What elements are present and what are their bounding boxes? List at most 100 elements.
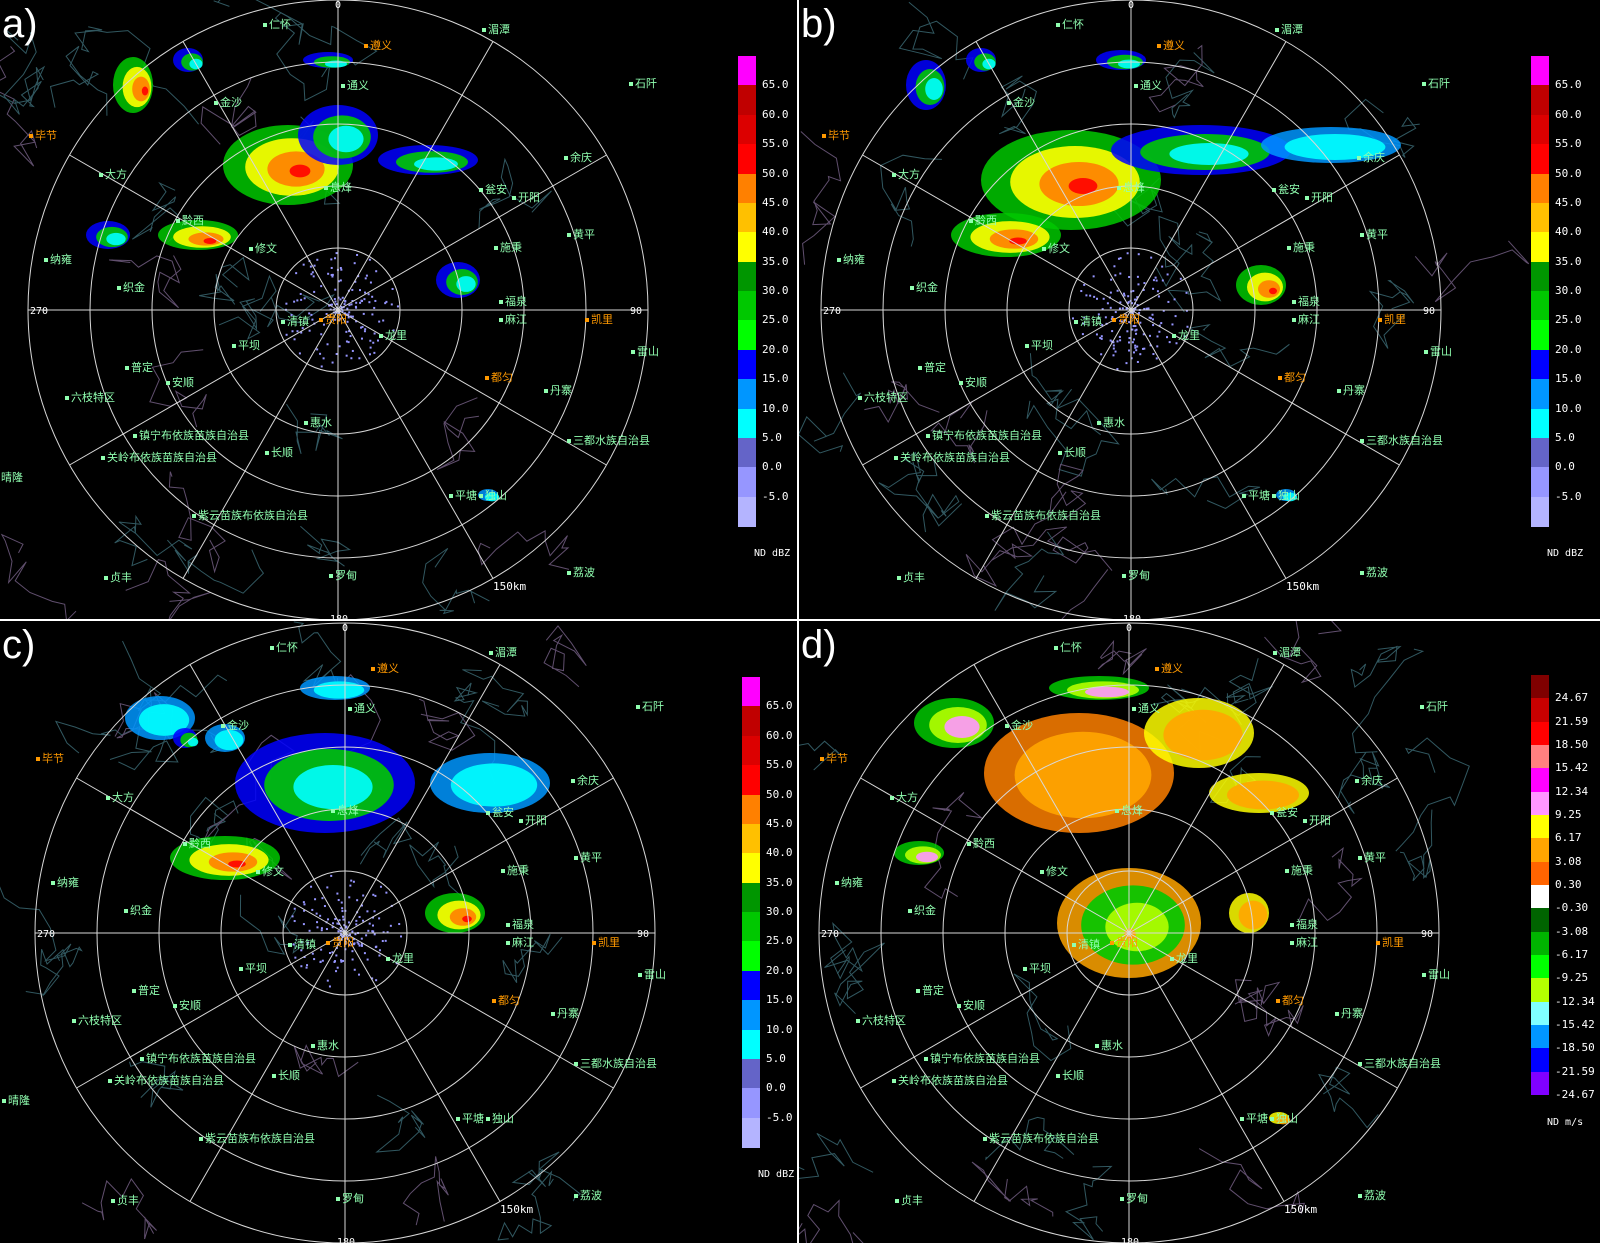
clutter-pixel bbox=[293, 338, 296, 341]
clutter-pixel bbox=[338, 919, 341, 922]
azimuth-spoke bbox=[344, 777, 614, 934]
clutter-pixel bbox=[373, 910, 376, 913]
clutter-pixel bbox=[330, 273, 333, 276]
clutter-pixel bbox=[1114, 274, 1117, 277]
clutter-pixel bbox=[344, 312, 347, 315]
clutter-pixel bbox=[1131, 928, 1134, 931]
clutter-pixel bbox=[1110, 278, 1113, 281]
city-marker bbox=[173, 1004, 177, 1008]
city-label: 大方 bbox=[105, 167, 127, 181]
city-marker bbox=[822, 134, 826, 138]
county-border bbox=[1198, 1148, 1305, 1214]
clutter-pixel bbox=[1166, 336, 1169, 339]
clutter-pixel bbox=[1092, 275, 1095, 278]
city-marker bbox=[895, 1199, 899, 1203]
clutter-pixel bbox=[1150, 256, 1153, 259]
city-marker bbox=[379, 334, 383, 338]
city-label: 晴隆 bbox=[1, 470, 23, 484]
county-border bbox=[0, 46, 38, 167]
clutter-pixel bbox=[335, 954, 338, 957]
city-marker bbox=[1422, 973, 1426, 977]
city-label: 雷山 bbox=[644, 968, 666, 981]
city-label: 六枝特区 bbox=[864, 390, 908, 404]
city-marker bbox=[265, 451, 269, 455]
county-border bbox=[251, 293, 335, 328]
clutter-pixel bbox=[351, 315, 354, 318]
clutter-pixel bbox=[373, 933, 376, 936]
legend-label: 20.0 bbox=[766, 963, 793, 977]
clutter-pixel bbox=[347, 934, 350, 937]
city-marker bbox=[1120, 1197, 1124, 1201]
city-label: 黔西 bbox=[182, 213, 204, 227]
clutter-pixel bbox=[398, 923, 401, 926]
city-label: 独山 bbox=[492, 1112, 514, 1125]
legend-swatch bbox=[1531, 1001, 1549, 1026]
clutter-pixel bbox=[320, 948, 323, 951]
county-border bbox=[125, 559, 211, 619]
clutter-pixel bbox=[319, 352, 322, 355]
clutter-pixel bbox=[351, 288, 354, 291]
county-border bbox=[402, 1156, 449, 1226]
city-marker bbox=[564, 156, 568, 160]
city-label: 都匀 bbox=[1282, 994, 1304, 1007]
clutter-pixel bbox=[352, 880, 355, 883]
legend-swatch bbox=[1531, 1048, 1549, 1073]
clutter-pixel bbox=[1116, 289, 1119, 292]
legend-label: 30.0 bbox=[762, 284, 789, 297]
legend-swatch bbox=[1531, 1025, 1549, 1049]
panel-letter: d) bbox=[801, 623, 837, 667]
clutter-pixel bbox=[1143, 347, 1146, 350]
clutter-pixel bbox=[355, 320, 358, 323]
clutter-pixel bbox=[1071, 317, 1074, 320]
legend-swatch bbox=[738, 56, 756, 86]
azimuth-spoke bbox=[182, 41, 339, 311]
azimuth-label-south: 180 bbox=[337, 1237, 355, 1243]
city-marker bbox=[479, 494, 483, 498]
city-label: 紫云苗族布依族自治县 bbox=[989, 1131, 1099, 1145]
clutter-pixel bbox=[333, 298, 336, 301]
city-marker bbox=[192, 514, 196, 518]
city-label: 毕节 bbox=[828, 129, 850, 142]
city-marker bbox=[364, 44, 368, 48]
city-marker bbox=[329, 574, 333, 578]
clutter-pixel bbox=[1132, 935, 1135, 938]
city-label: 三都水族自治县 bbox=[1364, 1056, 1441, 1070]
city-label: 安顺 bbox=[179, 998, 201, 1012]
legend-label: -5.0 bbox=[1555, 489, 1582, 503]
clutter-pixel bbox=[1112, 347, 1115, 350]
clutter-pixel bbox=[345, 936, 348, 939]
clutter-pixel bbox=[298, 352, 301, 355]
legend-label: 55.0 bbox=[1555, 137, 1582, 151]
city-label: 施秉 bbox=[1293, 240, 1315, 254]
city-marker bbox=[214, 101, 218, 105]
city-marker bbox=[1270, 1117, 1274, 1121]
city-label: 平坝 bbox=[245, 961, 267, 975]
clutter-pixel bbox=[1171, 323, 1174, 326]
city-label: 余庆 bbox=[1363, 150, 1385, 164]
city-marker bbox=[1115, 809, 1119, 813]
legend-label: -5.0 bbox=[766, 1110, 793, 1124]
city-marker bbox=[479, 188, 483, 192]
county-border bbox=[286, 403, 343, 455]
legend-label: 25.0 bbox=[1555, 313, 1582, 327]
clutter-pixel bbox=[368, 353, 371, 356]
clutter-pixel bbox=[1104, 316, 1107, 319]
city-marker bbox=[249, 247, 253, 251]
azimuth-spoke bbox=[1128, 932, 1285, 1202]
city-label: 荔波 bbox=[580, 1189, 602, 1202]
clutter-pixel bbox=[347, 341, 350, 344]
legend-label: 35.0 bbox=[766, 875, 793, 889]
clutter-pixel bbox=[327, 272, 330, 275]
clutter-pixel bbox=[1141, 347, 1144, 350]
clutter-pixel bbox=[303, 956, 306, 959]
county-border bbox=[422, 547, 490, 615]
clutter-pixel bbox=[1126, 330, 1129, 333]
city-marker bbox=[456, 1117, 460, 1121]
city-label: 贞丰 bbox=[117, 1193, 139, 1207]
clutter-pixel bbox=[302, 901, 305, 904]
clutter-pixel bbox=[358, 289, 361, 292]
clutter-pixel bbox=[373, 351, 376, 354]
radar-panel-c: 0 90 180 270 150km 仁怀 遵义 湄潭 石阡 通义 金沙 毕节 余庆 大方 息烽 开阳 瓮安 施秉… bbox=[0, 621, 797, 1243]
clutter-pixel bbox=[1134, 307, 1137, 310]
